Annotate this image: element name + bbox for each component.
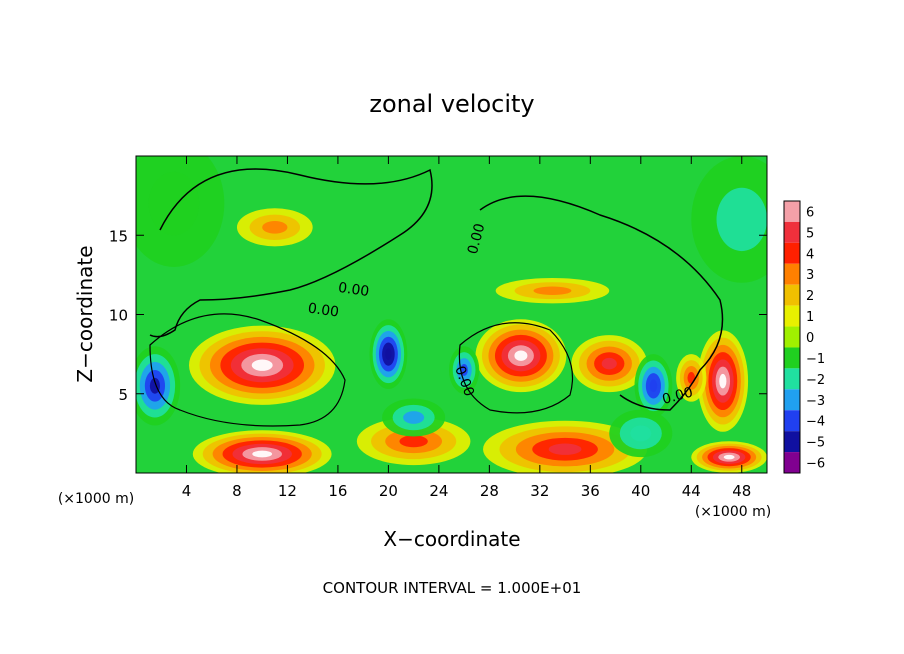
colorbar-label: −6 bbox=[806, 457, 825, 472]
colorbar-label: 4 bbox=[806, 247, 814, 262]
x-tick-label: 44 bbox=[682, 482, 701, 500]
x-tick-label: 4 bbox=[182, 482, 192, 500]
zero-contour-upper-right bbox=[479, 195, 724, 411]
y-tick-label: 10 bbox=[109, 307, 128, 325]
x-tick-label: 16 bbox=[328, 482, 347, 500]
zero-contour-lower-middle bbox=[458, 322, 574, 414]
colorbar-label: −5 bbox=[806, 436, 825, 451]
colorbar-label: −3 bbox=[806, 394, 825, 409]
y-tick-label: 5 bbox=[118, 386, 128, 404]
colorbar-swatch bbox=[784, 284, 800, 306]
x-unit-left: (×1000 m) bbox=[58, 491, 134, 507]
x-tick-label: 36 bbox=[581, 482, 600, 500]
contour-interval-note: CONTOUR INTERVAL = 1.000E+01 bbox=[323, 579, 582, 597]
contour-label: 0.00 bbox=[465, 222, 489, 256]
colorbar-swatch bbox=[784, 389, 800, 411]
velocity-cell bbox=[548, 443, 582, 455]
x-axis-ticks: 4 8 12 16 20 24 28 32 36 40 44 48 bbox=[182, 156, 751, 500]
colorbar-swatches bbox=[784, 201, 800, 473]
velocity-cell bbox=[252, 450, 273, 458]
velocity-cell bbox=[251, 359, 273, 371]
chart-title: zonal velocity bbox=[369, 90, 534, 118]
colorbar-frame bbox=[783, 200, 801, 474]
colorbar-label: −4 bbox=[806, 415, 825, 430]
colorbar-label: 3 bbox=[806, 268, 814, 283]
x-axis-label: X−coordinate bbox=[383, 527, 520, 551]
colorbar-swatch bbox=[784, 452, 800, 473]
contour-label: 0.00 bbox=[307, 300, 340, 320]
colorbar-swatch bbox=[784, 242, 800, 264]
x-tick-label: 32 bbox=[530, 482, 549, 500]
colorbar-swatch bbox=[784, 201, 800, 222]
velocity-cell bbox=[514, 350, 528, 361]
y-axis-ticks: 5 10 15 bbox=[109, 227, 767, 404]
x-tick-label: 20 bbox=[379, 482, 398, 500]
colorbar-swatch bbox=[784, 305, 800, 327]
contour-label: 0.00 bbox=[660, 384, 694, 408]
x-tick-label: 48 bbox=[732, 482, 751, 500]
x-tick-label: 12 bbox=[278, 482, 297, 500]
velocity-cell bbox=[716, 187, 767, 252]
velocity-cell bbox=[460, 364, 468, 376]
x-tick-label: 28 bbox=[480, 482, 499, 500]
zero-contour-lower-left bbox=[149, 313, 346, 427]
colorbar-swatch bbox=[784, 347, 800, 369]
velocity-cell bbox=[719, 373, 727, 389]
velocity-cell bbox=[601, 357, 617, 370]
velocity-cell bbox=[148, 171, 200, 236]
colorbar-swatch bbox=[784, 221, 800, 243]
velocity-cell bbox=[649, 379, 658, 393]
velocity-field bbox=[136, 156, 767, 473]
colorbar-label: −1 bbox=[806, 352, 825, 367]
colorbar-label: 0 bbox=[806, 331, 814, 346]
colorbar: 6 5 4 3 2 1 0 −1 −2 −3 −4 −5 −6 bbox=[783, 200, 825, 474]
colorbar-labels: 6 5 4 3 2 1 0 −1 −2 −3 −4 −5 −6 bbox=[806, 205, 825, 471]
colorbar-label: 2 bbox=[806, 289, 814, 304]
zero-contour-upper-left bbox=[149, 168, 433, 338]
velocity-cell bbox=[533, 286, 572, 295]
zero-contours bbox=[149, 168, 724, 427]
plot-area: 0.000.000.000.00 0.00 4 8 12 16 20 24 28 32 36 40 4… bbox=[109, 155, 768, 500]
x-tick-label: 40 bbox=[631, 482, 650, 500]
velocity-cell bbox=[630, 425, 652, 442]
colorbar-label: 5 bbox=[806, 226, 814, 241]
colorbar-label: 1 bbox=[806, 310, 814, 325]
x-tick-label: 8 bbox=[232, 482, 242, 500]
x-tick-label: 24 bbox=[429, 482, 448, 500]
colorbar-swatch bbox=[784, 431, 800, 453]
colorbar-swatch bbox=[784, 410, 800, 432]
colorbar-label: 6 bbox=[806, 205, 814, 220]
colorbar-swatch bbox=[784, 326, 800, 348]
velocity-cell bbox=[385, 348, 392, 360]
velocity-cell bbox=[399, 435, 428, 448]
colorbar-swatch bbox=[784, 263, 800, 285]
colorbar-label: −2 bbox=[806, 373, 825, 388]
velocity-cell bbox=[403, 411, 425, 424]
y-axis-label: Z−coordinate bbox=[73, 245, 97, 382]
y-tick-label: 15 bbox=[109, 227, 128, 245]
velocity-cell bbox=[262, 220, 288, 234]
colorbar-swatch bbox=[784, 368, 800, 390]
x-unit-right: (×1000 m) bbox=[695, 504, 771, 520]
velocity-cell bbox=[723, 454, 735, 460]
contour-label: 0.00 bbox=[337, 280, 370, 300]
